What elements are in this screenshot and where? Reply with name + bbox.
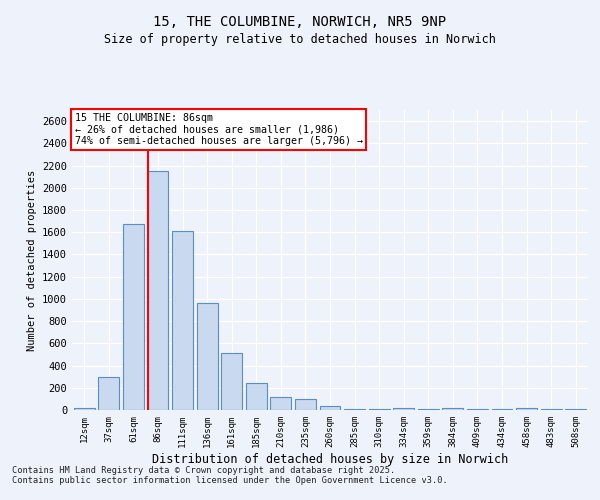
Bar <box>98 377 119 410</box>
Text: Size of property relative to detached houses in Norwich: Size of property relative to detached ho… <box>104 32 496 46</box>
Bar <box>148 171 169 410</box>
Bar <box>123 224 144 410</box>
Bar <box>74 408 95 410</box>
Bar <box>516 408 537 410</box>
Text: 15 THE COLUMBINE: 86sqm
← 26% of detached houses are smaller (1,986)
74% of semi: 15 THE COLUMBINE: 86sqm ← 26% of detache… <box>74 113 362 146</box>
Bar <box>197 304 218 410</box>
Bar <box>393 408 414 410</box>
Bar <box>172 231 193 410</box>
Bar <box>221 354 242 410</box>
Text: 15, THE COLUMBINE, NORWICH, NR5 9NP: 15, THE COLUMBINE, NORWICH, NR5 9NP <box>154 15 446 29</box>
Bar <box>271 396 292 410</box>
Bar <box>246 383 267 410</box>
Bar <box>442 408 463 410</box>
Bar <box>295 399 316 410</box>
X-axis label: Distribution of detached houses by size in Norwich: Distribution of detached houses by size … <box>152 452 508 466</box>
Y-axis label: Number of detached properties: Number of detached properties <box>26 170 37 350</box>
Bar <box>320 406 340 410</box>
Text: Contains HM Land Registry data © Crown copyright and database right 2025.
Contai: Contains HM Land Registry data © Crown c… <box>12 466 448 485</box>
